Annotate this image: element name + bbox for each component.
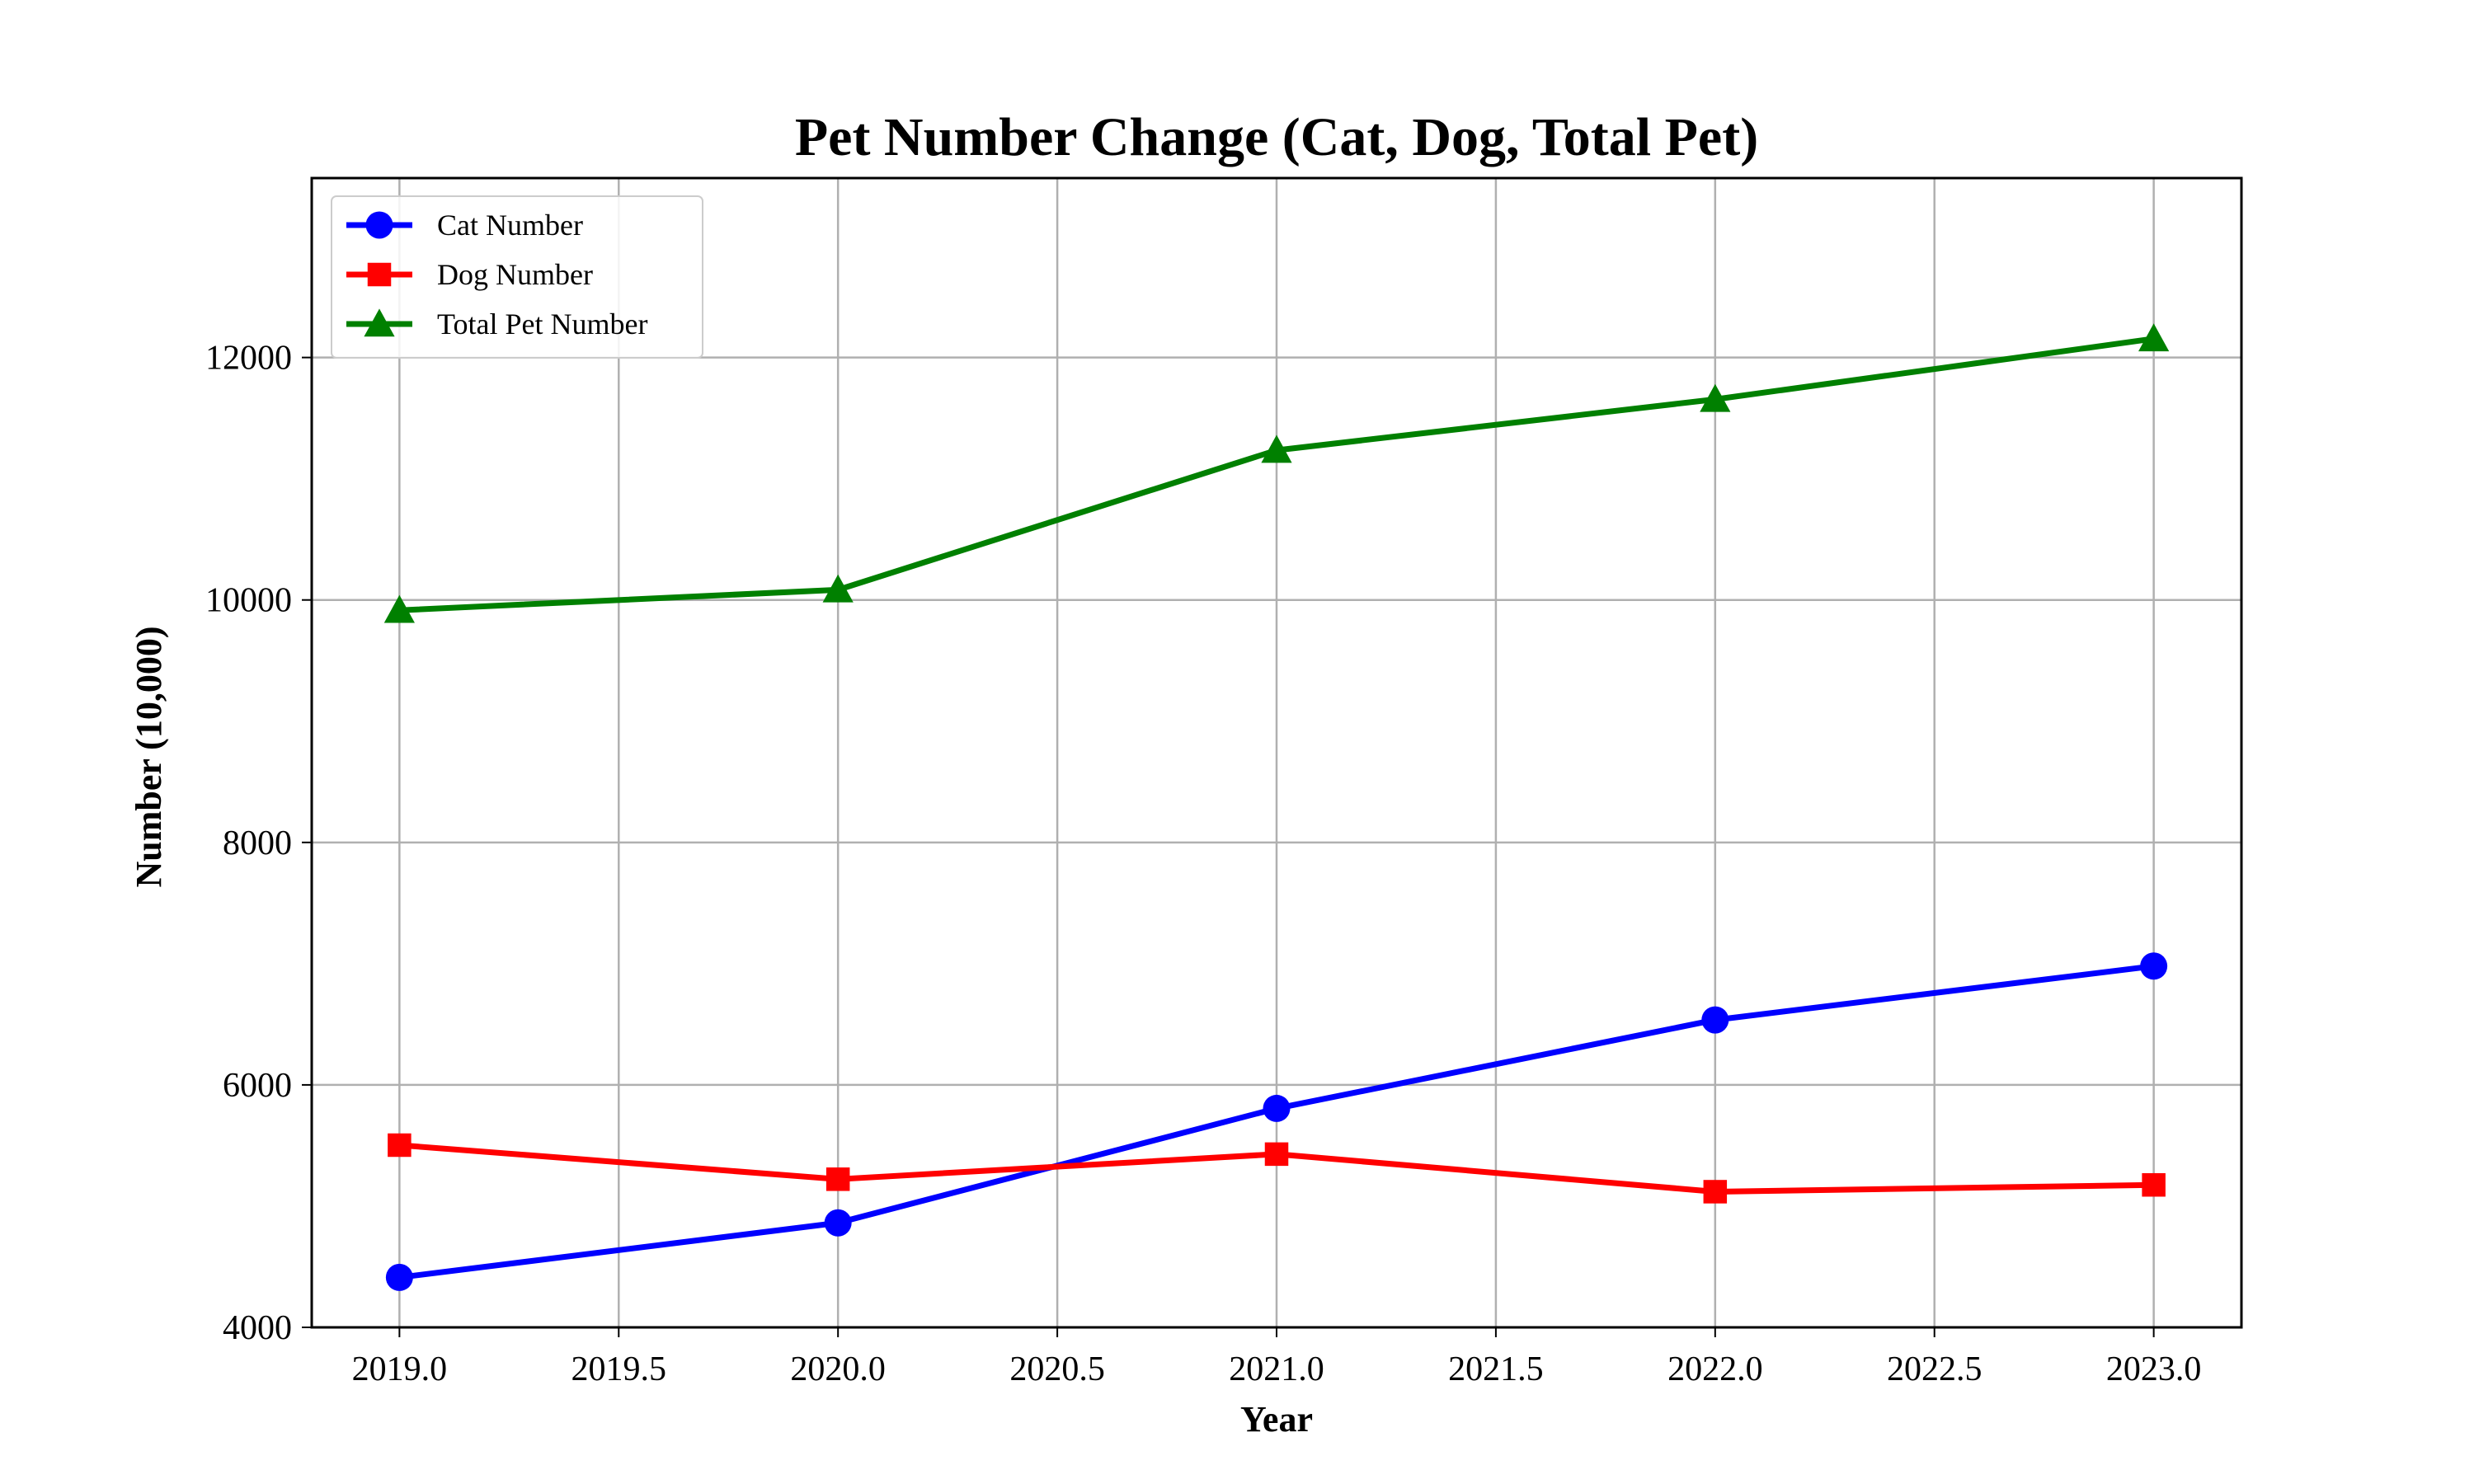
data-point [1263, 1094, 1291, 1122]
legend-label: Total Pet Number [437, 308, 647, 340]
x-tick-label: 2021.5 [1448, 1350, 1544, 1388]
x-tick-label: 2021.0 [1229, 1350, 1324, 1388]
data-point [1264, 1142, 1289, 1167]
series-cat-number [385, 952, 2168, 1291]
legend: Cat Number Dog Number Total Pet Number [331, 195, 703, 359]
data-point [385, 1263, 413, 1291]
x-axis-label: Year [1240, 1399, 1313, 1439]
legend-marker [364, 308, 395, 337]
legend-item: Cat Number [346, 209, 583, 242]
data-point [1703, 1180, 1728, 1204]
data-point [822, 574, 854, 603]
series-total-pet-number [383, 323, 2170, 623]
x-tick-label: 2019.5 [571, 1350, 667, 1388]
legend-box [331, 195, 703, 359]
y-axis-label: Number (10,000) [129, 627, 169, 888]
y-tick-label: 10000 [205, 582, 292, 620]
data-point [2138, 323, 2170, 352]
x-tick-label: 2020.5 [1009, 1350, 1105, 1388]
legend-item: Dog Number [346, 258, 593, 291]
x-axis: 2019.0 2019.5 2020.0 2020.5 2021.0 2021.5 2022… [352, 1327, 2202, 1388]
series-dog-number [388, 1133, 2166, 1204]
data-point [824, 1209, 852, 1237]
y-tick-label: 8000 [223, 824, 292, 862]
data-point [2142, 1172, 2166, 1197]
x-tick-label: 2020.0 [790, 1350, 886, 1388]
x-tick-label: 2023.0 [2106, 1350, 2202, 1388]
data-point [1700, 383, 1731, 412]
legend-label: Dog Number [437, 258, 593, 291]
legend-item: Total Pet Number [346, 308, 647, 340]
data-point [2140, 952, 2168, 980]
data-point [1701, 1006, 1729, 1034]
y-tick-label: 6000 [223, 1067, 292, 1105]
data-point [388, 1133, 412, 1158]
y-tick-label: 4000 [223, 1309, 292, 1347]
data-point [383, 594, 415, 623]
y-tick-label: 12000 [205, 340, 292, 378]
x-tick-label: 2022.5 [1887, 1350, 1982, 1388]
legend-label: Cat Number [437, 209, 583, 242]
x-tick-label: 2022.0 [1667, 1350, 1763, 1388]
legend-marker [365, 211, 393, 239]
data-point [825, 1167, 850, 1191]
series-layer [383, 323, 2170, 1291]
legend-marker [367, 262, 392, 287]
data-point [1261, 434, 1292, 463]
x-tick-label: 2019.0 [352, 1350, 448, 1388]
y-axis: 4000 6000 8000 10000 12000 [205, 340, 312, 1347]
chart-title: Pet Number Change (Cat, Dog, Total Pet) [795, 107, 1758, 167]
